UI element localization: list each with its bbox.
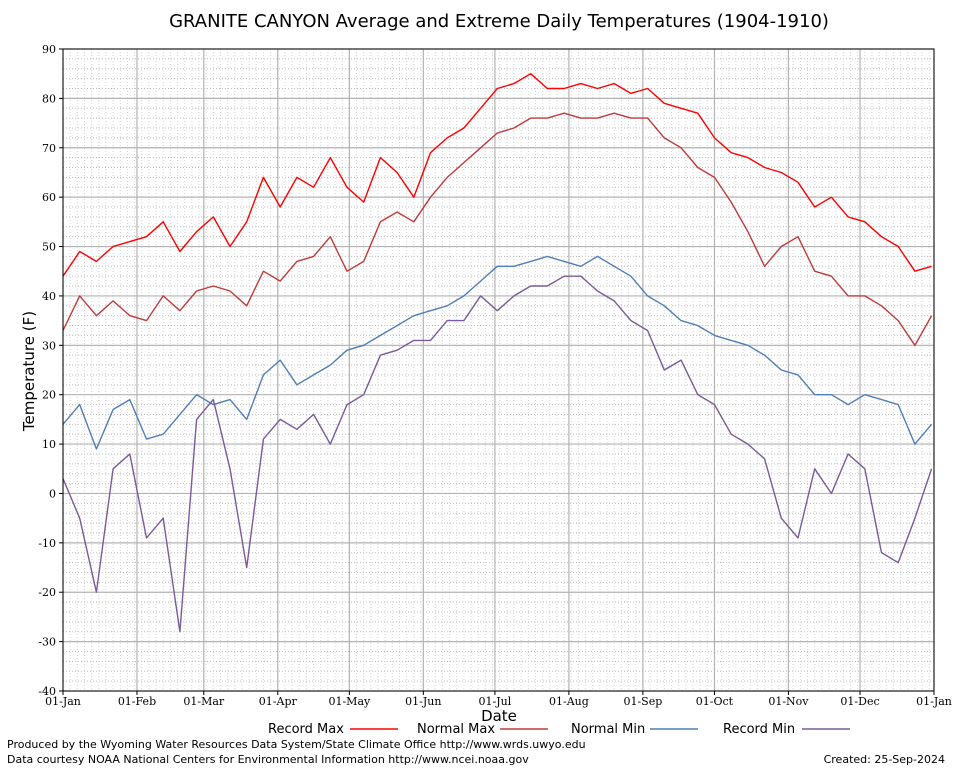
y-tick-label: 40 bbox=[42, 290, 56, 303]
y-axis-title: Temperature (F) bbox=[20, 311, 38, 432]
x-tick-label: 01-May bbox=[328, 695, 371, 708]
y-tick-label: 10 bbox=[42, 438, 56, 451]
y-tick-label: 80 bbox=[42, 92, 56, 105]
y-tick-label: 0 bbox=[49, 487, 56, 500]
legend-label-normal-max: Normal Max bbox=[417, 722, 495, 737]
x-tick-label: 01-Aug bbox=[549, 695, 589, 708]
footer-created: Created: 25-Sep-2024 bbox=[823, 753, 945, 766]
x-axis-title: Date bbox=[481, 707, 517, 725]
legend-label-record-min: Record Min bbox=[723, 722, 795, 737]
y-tick-label: -10 bbox=[38, 537, 56, 550]
footer-produced: Produced by the Wyoming Water Resources … bbox=[7, 738, 586, 751]
y-tick-label: 20 bbox=[42, 389, 56, 402]
series-line-record-max bbox=[62, 72, 932, 277]
chart-title: GRANITE CANYON Average and Extreme Daily… bbox=[169, 11, 829, 32]
series-line-normal-min bbox=[62, 255, 933, 450]
x-tick-label: 01-Apr bbox=[259, 695, 298, 708]
x-tick-label: 01-Jan bbox=[916, 695, 952, 708]
plot-frame bbox=[62, 48, 935, 692]
legend-label-record-max: Record Max bbox=[268, 722, 344, 737]
x-tick-label: 01-Oct bbox=[696, 695, 734, 708]
y-tick-label: -30 bbox=[38, 636, 56, 649]
footer-courtesy: Data courtesy NOAA National Centers for … bbox=[7, 753, 529, 766]
series-layer bbox=[62, 72, 933, 633]
y-tick-label: -20 bbox=[38, 586, 56, 599]
y-tick-label: -40 bbox=[38, 685, 56, 698]
plot-grid bbox=[62, 48, 935, 692]
y-tick-label: 70 bbox=[42, 142, 56, 155]
x-tick-label: 01-Jun bbox=[405, 695, 441, 708]
x-axis-ticks: 01-Jan 01-Feb 01-Mar 01-Apr 01-May 01-Jun 01-J… bbox=[45, 691, 952, 708]
series-line-normal-max bbox=[62, 112, 933, 346]
series-line-record-min bbox=[62, 275, 933, 633]
x-tick-label: 01-Sep bbox=[623, 695, 662, 708]
x-tick-label: 01-Jan bbox=[45, 695, 81, 708]
x-tick-label: 01-Mar bbox=[183, 695, 225, 708]
y-tick-label: 50 bbox=[42, 241, 56, 254]
x-tick-label: 01-Dec bbox=[840, 695, 879, 708]
x-tick-label: 01-Feb bbox=[118, 695, 156, 708]
legend-label-normal-min: Normal Min bbox=[571, 722, 645, 737]
y-tick-label: 60 bbox=[42, 191, 56, 204]
y-axis-ticks: -40 -30 -20 -10 0 10 20 30 40 50 60 70 80 90 bbox=[38, 43, 63, 698]
y-tick-label: 90 bbox=[42, 43, 56, 56]
x-tick-label: 01-Nov bbox=[768, 695, 809, 708]
y-tick-label: 30 bbox=[42, 339, 56, 352]
x-tick-label: 01-Jul bbox=[479, 695, 512, 708]
legend: Record Max Normal Max Normal Min Record Min bbox=[268, 722, 850, 737]
